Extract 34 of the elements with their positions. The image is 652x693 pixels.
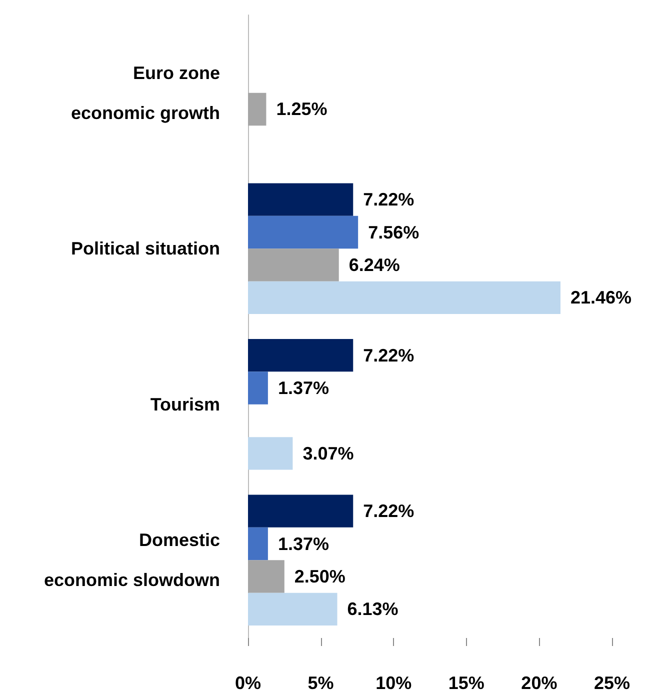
bar [248, 92, 266, 126]
bar [248, 527, 268, 560]
bar [248, 372, 268, 404]
y-tick-label: Political situation [70, 238, 220, 259]
x-tick-label: 25% [594, 673, 630, 693]
y-tick-label: Tourism [150, 394, 220, 414]
bar [248, 592, 338, 626]
x-tick-label: 0% [234, 673, 262, 693]
data-label: 7.22% [363, 501, 414, 522]
bar [248, 437, 293, 470]
data-label: 3.07% [302, 443, 354, 464]
data-label: 6.13% [347, 599, 398, 620]
bar [248, 216, 358, 249]
data-label: 7.22% [363, 190, 414, 210]
bar [248, 338, 354, 372]
data-label: 1.25% [276, 99, 328, 120]
x-tick-label: 10% [376, 673, 412, 693]
data-label: 7.22% [363, 345, 414, 366]
bar [248, 248, 339, 282]
bar [248, 281, 560, 314]
bar [248, 183, 354, 216]
data-label: 21.46% [570, 288, 632, 308]
y-tick-label: Domestic economic slowdown [44, 530, 220, 590]
x-tick-label: 20% [521, 673, 558, 693]
data-label: 1.37% [278, 378, 329, 398]
data-label: 1.37% [278, 534, 329, 554]
x-tick-label: 15% [448, 673, 484, 693]
y-tick-label: Euro zone economic growth [70, 62, 220, 123]
bar [248, 560, 284, 593]
data-label: 6.24% [348, 254, 400, 275]
data-label: 7.56% [368, 222, 420, 242]
data-label: 2.50% [294, 566, 346, 586]
bar [248, 494, 354, 528]
x-tick-label: 5% [308, 673, 334, 693]
